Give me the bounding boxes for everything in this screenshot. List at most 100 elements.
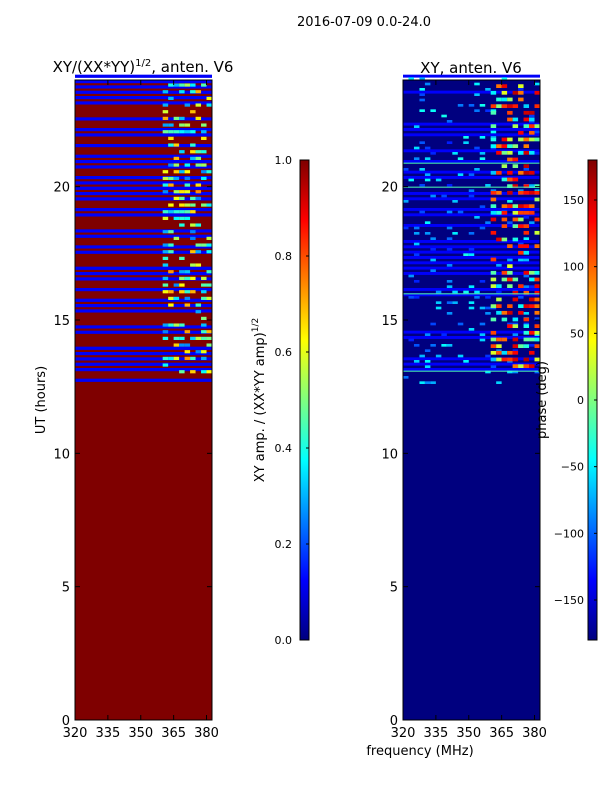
phase-heatmap-cell <box>523 274 530 278</box>
phase-heatmap-cell <box>529 297 535 302</box>
amp-heatmap-cell <box>195 90 202 94</box>
phase-heatmap-cell <box>523 164 530 168</box>
phase-heatmap-cell <box>507 204 513 208</box>
phase-heatmap-cell <box>479 157 486 160</box>
phase-heatmap-cell <box>496 297 502 302</box>
amp-heatmap-cell <box>162 230 169 234</box>
amp-heatmap-cell <box>190 250 196 254</box>
phase-heatmap-cell <box>490 317 497 322</box>
amp-title-sup: 1/2 <box>135 58 151 69</box>
amp-heatmap-cell <box>190 130 196 134</box>
amp-heatmap-cell <box>190 90 196 94</box>
phase-heatmap-cell <box>523 124 530 128</box>
phase-heatmap-cell <box>507 97 513 102</box>
amp-heatmap-band <box>75 378 212 382</box>
phase-heatmap-cell <box>430 344 436 347</box>
phase-heatmap-cell <box>512 344 519 348</box>
amp-heatmap-cell <box>201 356 207 360</box>
phase-heatmap-cell <box>413 280 420 283</box>
phase-heatmap-cell <box>430 248 436 251</box>
phase-heatmap-cell <box>501 104 508 108</box>
amp-heatmap-cell <box>162 356 169 360</box>
amp-heatmap-cell <box>190 150 196 154</box>
phase-heatmap-cell <box>446 285 453 288</box>
phase-heatmap-cell <box>534 197 540 202</box>
phase-heatmap-cell <box>496 350 502 355</box>
phase-heatmap-cell <box>479 152 486 155</box>
phase-heatmap-cell <box>534 190 540 195</box>
phase-heatmap-cell <box>529 110 535 115</box>
amp-heatmap-cell <box>162 123 169 127</box>
phase-heatmap-cell <box>479 338 486 342</box>
amp-heatmap-band <box>75 80 212 84</box>
phase-heatmap-cell <box>507 150 513 155</box>
phase-heatmap-cell <box>534 357 540 362</box>
phase-heatmap-cell <box>468 189 475 192</box>
phase-heatmap-cell <box>507 304 513 308</box>
phase-heatmap-cell <box>413 253 420 256</box>
amp-heatmap-cell <box>184 350 191 354</box>
amp-heatmap-cell <box>173 283 180 287</box>
amp-heatmap-cell <box>201 150 207 154</box>
amp-heatmap-cell <box>201 203 207 207</box>
phase-heatmap-cell <box>496 170 502 175</box>
phase-heatmap-cell <box>424 232 431 235</box>
amp-heatmap-cell <box>173 343 180 347</box>
phase-heatmap-cell <box>485 354 491 358</box>
phase-heatmap-cell <box>419 77 425 80</box>
phase-heatmap-cell <box>408 296 414 299</box>
phase-heatmap-cell <box>512 177 519 182</box>
phase-heatmap-cell <box>518 204 524 208</box>
amp-heatmap-cell <box>179 203 185 207</box>
phase-heatmap-cell <box>518 217 524 222</box>
amp-heatmap-band <box>75 186 212 190</box>
phase-heatmap-cell <box>518 150 524 155</box>
amp-heatmap-cell <box>206 96 212 100</box>
amp-heatmap-cell <box>184 330 191 334</box>
amp-heatmap-cell <box>173 196 180 200</box>
phase-heatmap-cell <box>474 109 480 112</box>
amp-heatmap-band <box>75 229 212 233</box>
phase-heatmap-cell <box>534 152 540 155</box>
amp-heatmap-band <box>75 362 212 366</box>
phase-heatmap-cell <box>424 146 431 150</box>
phase-heatmap-band <box>403 128 540 131</box>
phase-heatmap-cell <box>496 104 502 108</box>
amp-heatmap-band <box>75 309 212 313</box>
phase-heatmap-cell <box>512 90 519 95</box>
amp-heatmap <box>75 74 212 720</box>
amp-plot-frame <box>74 79 213 721</box>
amp-heatmap-cell <box>173 176 180 180</box>
phase-heatmap-band <box>403 74 540 78</box>
amp-heatmap-cell <box>195 243 202 247</box>
colorbar-tick-label: 0.0 <box>275 634 293 647</box>
phase-x-axis: 320 335 350 365 380 <box>391 80 547 741</box>
phase-colorbar: phase (deg) −150 −100 −50 0 50 100 150 <box>535 159 598 641</box>
phase-heatmap-cell <box>501 217 508 222</box>
phase-heatmap-band <box>403 160 540 163</box>
phase-heatmap-cell <box>523 216 530 219</box>
phase-heatmap-cell <box>518 210 524 215</box>
amp-heatmap-cell <box>173 156 180 160</box>
phase-heatmap-cell <box>490 217 497 222</box>
phase-heatmap-cell <box>490 170 497 175</box>
phase-heatmap-cell <box>507 310 513 315</box>
amp-heatmap-cell <box>184 163 191 167</box>
amp-heatmap-cell <box>179 216 185 220</box>
amp-heatmap-cell <box>184 343 191 347</box>
phase-heatmap-cell <box>529 221 535 224</box>
phase-heatmap-cell <box>507 157 513 162</box>
amp-heatmap-cell <box>179 196 185 200</box>
amp-title-tail: , anten. V6 <box>151 58 233 76</box>
phase-heatmap-cell <box>523 285 530 288</box>
amp-heatmap-band <box>75 325 212 329</box>
phase-heatmap-cell <box>523 184 530 188</box>
phase-heatmap-cell <box>474 168 480 171</box>
colorbar-tick-label: 0.8 <box>275 250 293 263</box>
phase-heatmap-cell <box>518 84 524 88</box>
phase-heatmap-cell <box>507 117 513 122</box>
amp-heatmap-cell <box>190 370 196 374</box>
amp-heatmap-cell <box>190 263 196 267</box>
amp-heatmap-cell <box>184 176 191 180</box>
amp-heatmap-cell <box>173 170 180 174</box>
